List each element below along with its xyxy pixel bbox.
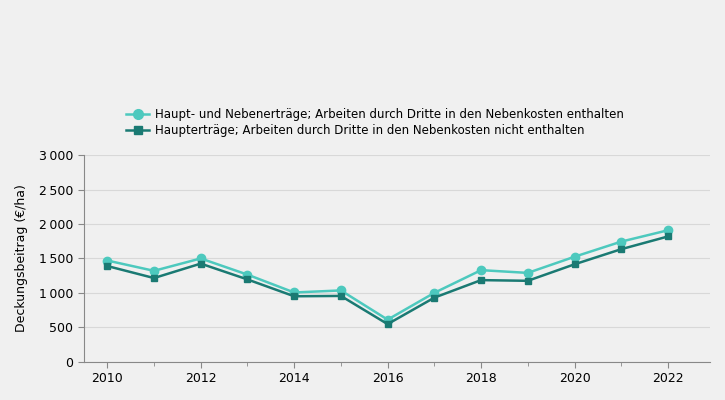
Line: Haupt- und Nebenerträge; Arbeiten durch Dritte in den Nebenkosten enthalten: Haupt- und Nebenerträge; Arbeiten durch … [103, 226, 672, 324]
Haupterträge; Arbeiten durch Dritte in den Nebenkosten nicht enthalten [477, 278, 486, 282]
Haupt- und Nebenerträge; Arbeiten durch Dritte in den Nebenkosten enthalten [663, 228, 672, 233]
Haupterträge; Arbeiten durch Dritte in den Nebenkosten nicht enthalten [663, 234, 672, 239]
Haupt- und Nebenerträge; Arbeiten durch Dritte in den Nebenkosten enthalten [149, 268, 158, 273]
Line: Haupterträge; Arbeiten durch Dritte in den Nebenkosten nicht enthalten: Haupterträge; Arbeiten durch Dritte in d… [104, 233, 671, 328]
Haupterträge; Arbeiten durch Dritte in den Nebenkosten nicht enthalten [617, 247, 626, 252]
Haupterträge; Arbeiten durch Dritte in den Nebenkosten nicht enthalten [570, 262, 579, 267]
Haupt- und Nebenerträge; Arbeiten durch Dritte in den Nebenkosten enthalten [196, 256, 205, 261]
Haupterträge; Arbeiten durch Dritte in den Nebenkosten nicht enthalten [523, 278, 532, 283]
Haupterträge; Arbeiten durch Dritte in den Nebenkosten nicht enthalten [103, 264, 112, 268]
Legend: Haupt- und Nebenerträge; Arbeiten durch Dritte in den Nebenkosten enthalten, Hau: Haupt- und Nebenerträge; Arbeiten durch … [121, 104, 629, 142]
Haupt- und Nebenerträge; Arbeiten durch Dritte in den Nebenkosten enthalten [570, 254, 579, 259]
Haupt- und Nebenerträge; Arbeiten durch Dritte in den Nebenkosten enthalten [243, 272, 252, 277]
Haupterträge; Arbeiten durch Dritte in den Nebenkosten nicht enthalten [243, 277, 252, 282]
Haupt- und Nebenerträge; Arbeiten durch Dritte in den Nebenkosten enthalten [336, 288, 345, 293]
Haupt- und Nebenerträge; Arbeiten durch Dritte in den Nebenkosten enthalten [477, 268, 486, 272]
Y-axis label: Deckungsbeitrag (€/ha): Deckungsbeitrag (€/ha) [15, 184, 28, 332]
Haupt- und Nebenerträge; Arbeiten durch Dritte in den Nebenkosten enthalten [290, 290, 299, 295]
Haupterträge; Arbeiten durch Dritte in den Nebenkosten nicht enthalten [196, 261, 205, 266]
Haupt- und Nebenerträge; Arbeiten durch Dritte in den Nebenkosten enthalten [103, 258, 112, 263]
Haupterträge; Arbeiten durch Dritte in den Nebenkosten nicht enthalten [336, 294, 345, 298]
Haupt- und Nebenerträge; Arbeiten durch Dritte in den Nebenkosten enthalten [430, 290, 439, 295]
Haupt- und Nebenerträge; Arbeiten durch Dritte in den Nebenkosten enthalten [617, 239, 626, 244]
Haupterträge; Arbeiten durch Dritte in den Nebenkosten nicht enthalten [384, 322, 392, 326]
Haupterträge; Arbeiten durch Dritte in den Nebenkosten nicht enthalten [290, 294, 299, 299]
Haupt- und Nebenerträge; Arbeiten durch Dritte in den Nebenkosten enthalten [523, 270, 532, 275]
Haupterträge; Arbeiten durch Dritte in den Nebenkosten nicht enthalten [149, 276, 158, 280]
Haupterträge; Arbeiten durch Dritte in den Nebenkosten nicht enthalten [430, 295, 439, 300]
Haupt- und Nebenerträge; Arbeiten durch Dritte in den Nebenkosten enthalten [384, 317, 392, 322]
